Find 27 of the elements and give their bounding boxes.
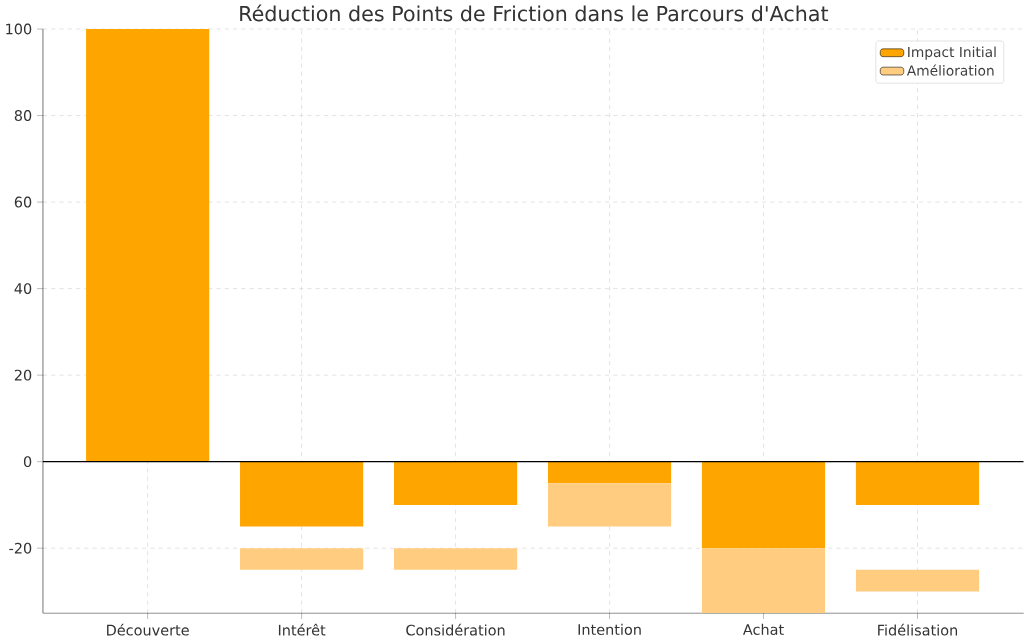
x-tick-label: Considération bbox=[406, 623, 505, 636]
bar bbox=[547, 461, 672, 484]
bar bbox=[855, 461, 980, 505]
y-tick-label: 60 bbox=[14, 196, 32, 208]
chart-title: Réduction des Points de Friction dans le Parcours d'Achat bbox=[240, 4, 829, 22]
y-tick-label: -20 bbox=[9, 542, 32, 554]
x-tick-label: Intention bbox=[578, 623, 641, 635]
y-tick-label: 40 bbox=[14, 282, 32, 294]
x-tick-label: Intérêt bbox=[278, 623, 326, 636]
x-tick-label: Fidélisation bbox=[878, 623, 958, 636]
bar bbox=[855, 569, 980, 592]
bar bbox=[701, 548, 826, 613]
x-tick-label: Découverte bbox=[107, 623, 189, 636]
bar bbox=[701, 461, 826, 549]
bar bbox=[240, 461, 364, 527]
bar bbox=[394, 461, 518, 505]
bar bbox=[547, 483, 672, 527]
bar bbox=[86, 28, 210, 462]
bar bbox=[394, 548, 518, 570]
legend-label: Impact Initial bbox=[908, 46, 996, 60]
x-tick-label: Achat bbox=[742, 623, 784, 635]
y-tick-label: 20 bbox=[14, 369, 32, 381]
y-tick-label: 100 bbox=[6, 23, 32, 35]
y-tick-label: 0 bbox=[23, 456, 32, 467]
bar bbox=[240, 548, 364, 570]
legend-label: Amélioration bbox=[906, 64, 994, 76]
y-tick-label: 80 bbox=[14, 109, 32, 121]
